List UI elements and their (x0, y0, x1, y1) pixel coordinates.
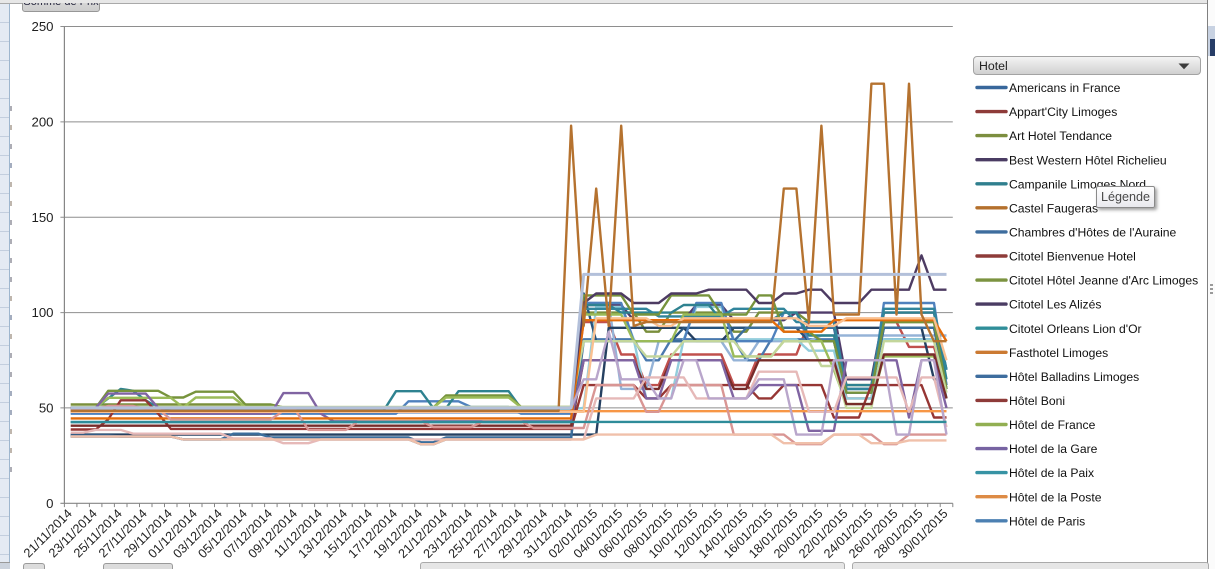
svg-text:0: 0 (46, 496, 53, 511)
svg-text:Hôtel de la Paix: Hôtel de la Paix (1009, 466, 1094, 480)
svg-text:150: 150 (31, 210, 53, 225)
svg-text:Citotel Les Alizés: Citotel Les Alizés (1009, 298, 1101, 312)
svg-text:Hotel de la Gare: Hotel de la Gare (1009, 442, 1098, 456)
svg-text:100: 100 (31, 305, 53, 320)
svg-text:Fasthotel Limoges: Fasthotel Limoges (1009, 346, 1108, 360)
svg-text:Citotel Hôtel Jeanne d'Arc Lim: Citotel Hôtel Jeanne d'Arc Limoges (1009, 274, 1198, 288)
svg-text:Hôtel Balladins Limoges: Hôtel Balladins Limoges (1009, 370, 1139, 384)
svg-text:Hôtel de Paris: Hôtel de Paris (1009, 514, 1085, 528)
svg-text:50: 50 (39, 401, 54, 416)
svg-text:Americans in France: Americans in France (1009, 81, 1121, 95)
svg-text:200: 200 (31, 115, 53, 130)
svg-text:Hôtel de la Poste: Hôtel de la Poste (1009, 490, 1102, 504)
svg-text:Hôtel Boni: Hôtel Boni (1009, 394, 1065, 408)
svg-text:Citotel Bienvenue Hotel: Citotel Bienvenue Hotel (1009, 250, 1136, 264)
svg-text:Chambres d'Hôtes de l'Auraine: Chambres d'Hôtes de l'Auraine (1009, 226, 1177, 240)
svg-text:Art Hotel Tendance: Art Hotel Tendance (1009, 129, 1112, 143)
svg-text:Castel Faugeras: Castel Faugeras (1009, 201, 1098, 215)
svg-text:Best Western Hôtel Richelieu: Best Western Hôtel Richelieu (1009, 153, 1167, 167)
svg-text:Citotel Orleans Lion d'Or: Citotel Orleans Lion d'Or (1009, 322, 1142, 336)
svg-text:Hôtel de France: Hôtel de France (1009, 418, 1096, 432)
svg-text:Appart'City Limoges: Appart'City Limoges (1009, 105, 1117, 119)
svg-text:250: 250 (31, 19, 53, 34)
